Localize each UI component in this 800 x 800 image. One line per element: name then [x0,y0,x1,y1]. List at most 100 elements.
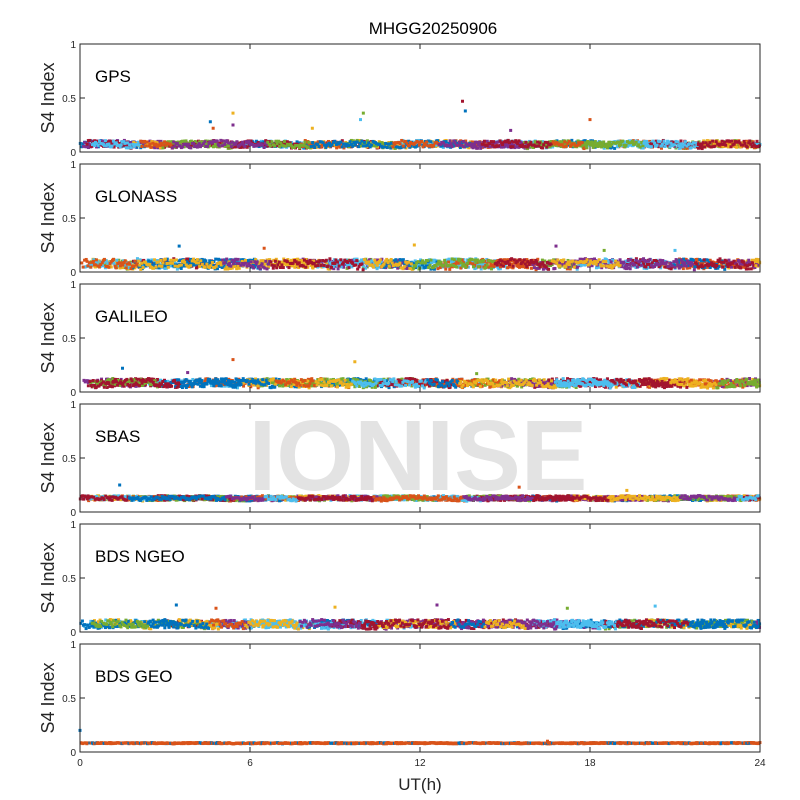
data-point [304,257,308,261]
data-point [344,144,348,148]
spike-point [509,128,513,132]
data-point [107,265,111,269]
data-point [217,144,221,148]
data-point [123,141,127,145]
data-point [564,265,568,269]
data-point [283,259,287,263]
data-point [370,385,374,389]
data-point [749,142,753,146]
data-point [400,377,404,381]
data-point [682,263,686,267]
data-point [430,261,434,265]
data-point [623,266,627,270]
data-point [719,142,723,146]
data-point [684,264,688,268]
data-point [603,145,607,149]
data-point [365,143,369,147]
data-point [132,144,136,148]
data-point [377,260,381,264]
data-point [384,259,388,263]
data-point [685,146,689,150]
data-point [566,143,570,147]
data-point [540,144,544,148]
data-point [548,145,552,149]
data-point [492,260,496,264]
data-point [214,257,218,261]
data-point [441,263,445,267]
data-point [739,143,743,147]
data-point [512,258,516,262]
data-point [719,260,723,264]
data-point [401,144,405,148]
data-point [664,262,668,266]
data-point [680,264,684,268]
data-point [649,142,653,146]
data-point [170,146,174,150]
data-point [655,141,659,145]
data-point [454,143,458,147]
data-point [568,267,572,271]
data-point [384,142,388,146]
watermark: IONISE [249,400,588,512]
points [82,358,762,390]
data-point [510,141,514,145]
data-point [203,140,207,144]
data-point [373,258,377,262]
data-point [627,263,631,267]
data-point [716,266,720,270]
data-point [674,258,678,262]
data-point [298,259,302,263]
data-point [355,140,359,144]
data-point [494,261,498,265]
data-point [467,146,471,150]
data-point [311,266,315,270]
data-point [258,267,262,271]
data-point [315,260,319,264]
data-point [164,143,168,147]
data-point [702,258,706,262]
data-point [529,258,533,262]
data-point [523,262,527,266]
data-point [413,145,417,149]
data-point [478,140,482,144]
data-point [615,263,619,267]
data-point [188,259,192,263]
data-point [624,143,628,147]
data-point [238,145,242,149]
data-point [585,258,589,262]
data-point [494,141,498,145]
data-point [203,265,207,269]
data-point [364,266,368,270]
data-point [694,265,698,269]
data-point [357,384,361,388]
data-point [215,139,219,143]
data-point [192,142,196,146]
data-point [663,259,667,263]
data-point [254,258,258,262]
data-point [597,258,601,262]
data-point [275,142,279,146]
data-point [747,141,751,145]
data-point [435,262,439,266]
data-point [593,260,597,264]
data-point [439,260,443,264]
data-point [749,267,753,271]
data-point [172,258,176,262]
data-point [196,143,200,147]
data-point [97,265,101,269]
data-point [450,145,454,149]
data-point [88,138,92,142]
data-point [324,258,328,262]
data-point [551,145,555,149]
data-point [189,264,193,268]
data-point [593,257,597,261]
data-point [351,139,355,143]
data-point [416,260,420,264]
data-point [394,141,398,145]
data-point [352,141,356,145]
data-point [225,265,229,269]
data-point [91,262,95,266]
data-point [720,263,724,267]
